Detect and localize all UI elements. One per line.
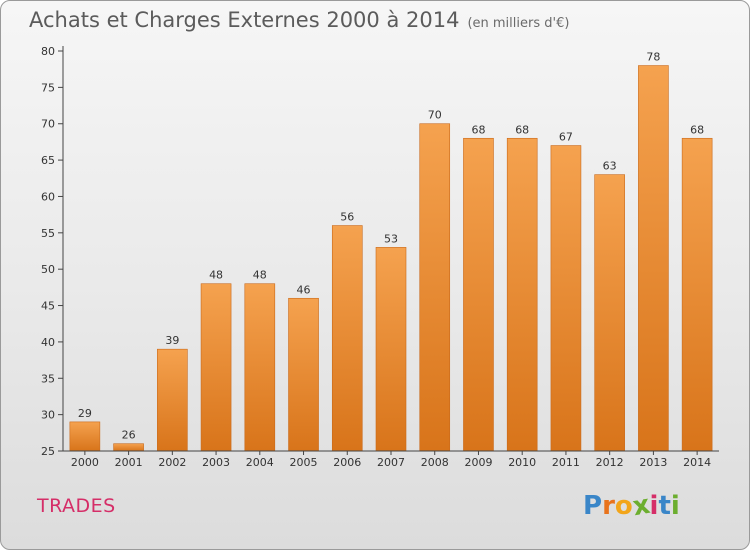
logo-letter: r xyxy=(602,491,615,521)
chart-subtitle: (en milliers d'€) xyxy=(467,16,570,31)
y-tick-label-45: 45 xyxy=(41,300,55,313)
bar-2005 xyxy=(288,297,319,452)
chart-title-text: Achats et Charges Externes 2000 à 2014 xyxy=(29,8,460,32)
y-tick-label-70: 70 xyxy=(41,118,55,131)
x-tick-label-2008: 2008 xyxy=(421,456,449,469)
value-label-2012: 63 xyxy=(603,160,617,173)
bar-2013 xyxy=(638,65,669,452)
value-label-2005: 46 xyxy=(297,283,311,296)
logo-letter: i xyxy=(649,491,659,521)
bar-2011 xyxy=(550,145,582,452)
value-label-2008: 70 xyxy=(428,109,442,122)
x-tick-label-2001: 2001 xyxy=(115,456,143,469)
y-tick-label-55: 55 xyxy=(41,227,55,240)
bar-2012 xyxy=(594,174,625,452)
y-tick-label-50: 50 xyxy=(41,263,55,276)
value-label-2007: 53 xyxy=(384,232,398,245)
bar-2014 xyxy=(681,137,713,452)
x-tick-label-2011: 2011 xyxy=(552,456,580,469)
y-tick-label-30: 30 xyxy=(41,409,55,422)
bar-2007 xyxy=(375,247,407,452)
x-tick-label-2012: 2012 xyxy=(596,456,624,469)
y-tick-label-35: 35 xyxy=(41,372,55,385)
bar-2000 xyxy=(69,421,101,452)
x-tick-label-2007: 2007 xyxy=(377,456,405,469)
logo-letter: P xyxy=(583,491,603,521)
value-label-2010: 68 xyxy=(515,123,529,136)
value-label-2013: 78 xyxy=(646,51,660,64)
y-tick-label-65: 65 xyxy=(41,154,55,167)
x-tick-label-2013: 2013 xyxy=(639,456,667,469)
bar-2001 xyxy=(113,443,144,452)
bar-2006 xyxy=(331,225,363,452)
bar-2003 xyxy=(200,283,232,452)
value-label-2014: 68 xyxy=(690,123,704,136)
x-tick-label-2000: 2000 xyxy=(71,456,99,469)
logo-letter: t xyxy=(658,491,671,521)
logo-letter: i xyxy=(670,491,680,521)
y-tick-label-80: 80 xyxy=(41,45,55,58)
logo-letter: o xyxy=(614,491,633,521)
bar-2009 xyxy=(463,137,494,452)
value-label-2001: 26 xyxy=(122,429,136,442)
labels-group: 29 2000 26 2001 39 2002 48 2003 48 2004 46 2005 56 20… xyxy=(41,45,711,469)
value-label-2009: 68 xyxy=(471,123,485,136)
value-label-2003: 48 xyxy=(209,269,223,282)
value-label-2002: 39 xyxy=(165,334,179,347)
value-label-2004: 48 xyxy=(253,269,267,282)
axes-group xyxy=(58,46,719,455)
x-tick-label-2005: 2005 xyxy=(290,456,318,469)
x-tick-label-2002: 2002 xyxy=(158,456,186,469)
bar-2008 xyxy=(419,123,451,452)
bars-group xyxy=(69,65,713,452)
x-tick-label-2003: 2003 xyxy=(202,456,230,469)
x-tick-label-2009: 2009 xyxy=(464,456,492,469)
bar-2010 xyxy=(506,137,538,452)
x-tick-label-2010: 2010 xyxy=(508,456,536,469)
x-tick-label-2004: 2004 xyxy=(246,456,274,469)
y-tick-label-75: 75 xyxy=(41,81,55,94)
chart-title: Achats et Charges Externes 2000 à 2014 (e… xyxy=(29,8,569,32)
y-tick-label-60: 60 xyxy=(41,190,55,203)
value-label-2006: 56 xyxy=(340,211,354,224)
value-label-2000: 29 xyxy=(78,407,92,420)
y-tick-label-40: 40 xyxy=(41,336,55,349)
value-label-2011: 67 xyxy=(559,131,573,144)
commune-name: TRADES xyxy=(37,495,116,517)
y-tick-label-25: 25 xyxy=(41,445,55,458)
bar-2002 xyxy=(157,348,188,452)
x-tick-label-2006: 2006 xyxy=(333,456,361,469)
x-tick-label-2014: 2014 xyxy=(683,456,711,469)
proxiti-logo[interactable]: Proxiti xyxy=(583,490,680,522)
bar-2004 xyxy=(244,283,276,452)
